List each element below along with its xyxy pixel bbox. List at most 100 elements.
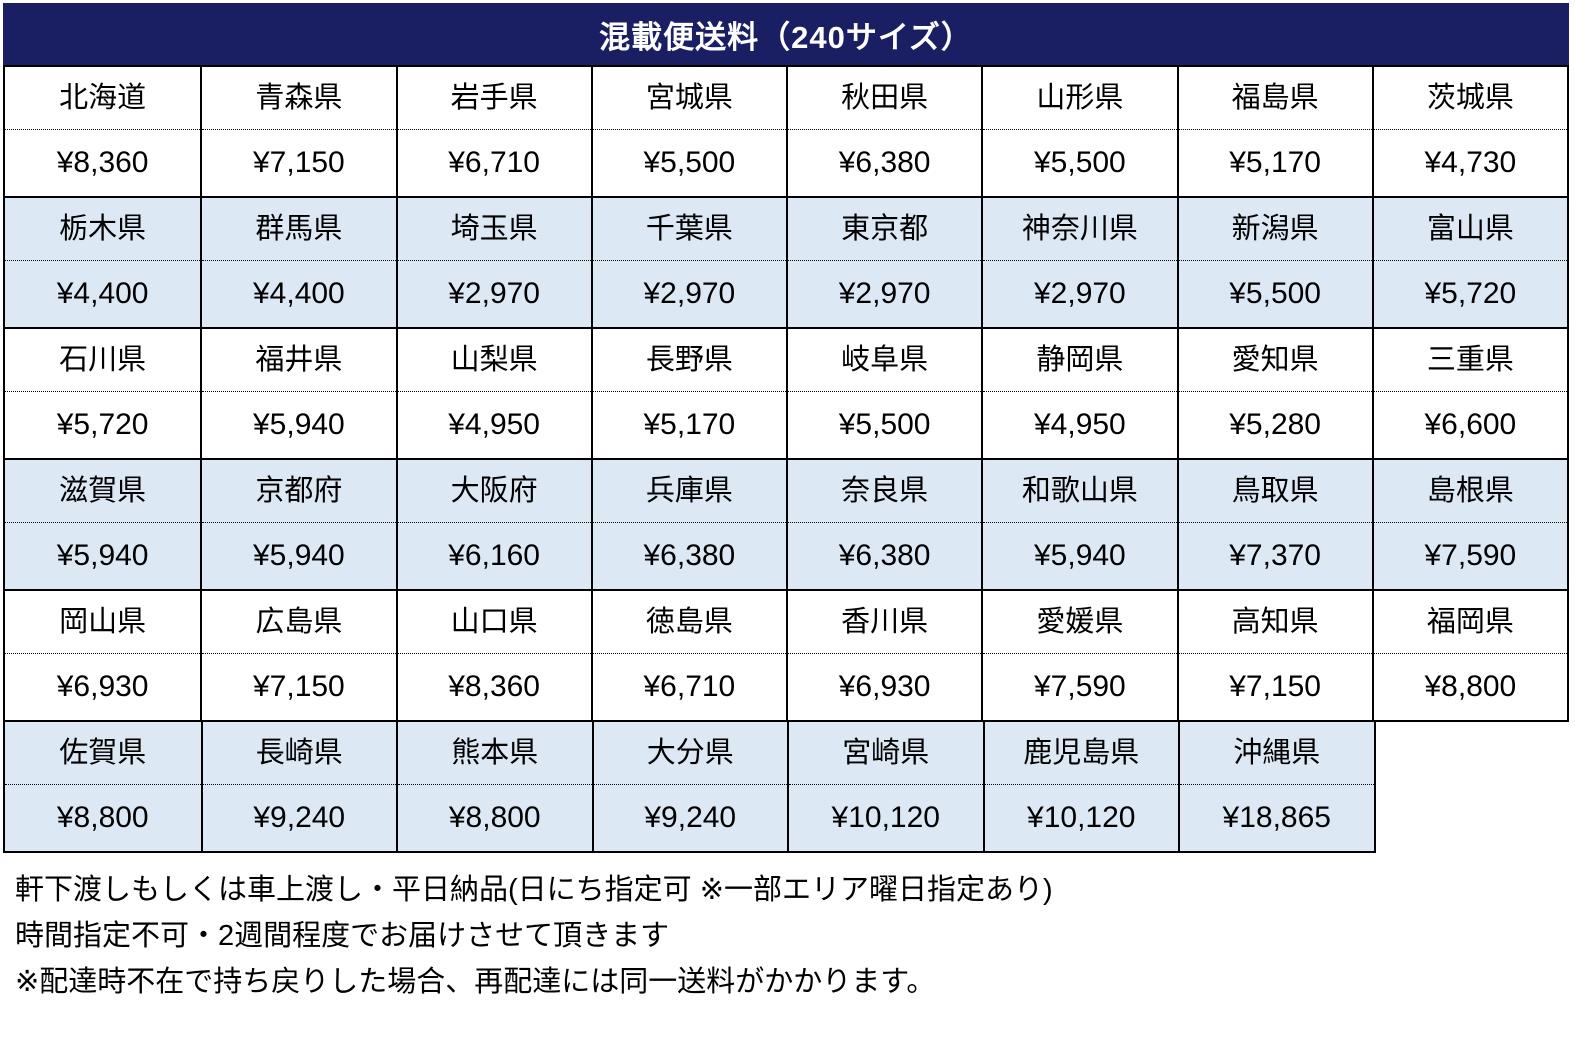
prefecture-fee: ¥5,500	[838, 408, 931, 441]
pref-cell: 北海道 ¥8,360	[5, 67, 201, 196]
pref-cell: 石川県 ¥5,720	[5, 329, 201, 458]
prefecture-fee: ¥6,160	[448, 539, 540, 572]
prefecture-fee: ¥7,370	[1229, 539, 1321, 572]
pref-cell: 山口県 ¥8,360	[395, 591, 591, 720]
prefecture-fee: ¥5,170	[1229, 146, 1321, 179]
pref-cell: 東京都 ¥2,970	[786, 198, 982, 327]
pref-cell: 青森県 ¥7,150	[200, 67, 396, 196]
prefecture-name: 滋賀県	[5, 460, 201, 523]
prefecture-name: 福島県	[1178, 67, 1372, 130]
pref-cell: 佐賀県 ¥8,800	[5, 722, 201, 853]
pref-cell: 鹿児島県 ¥10,120	[982, 722, 1178, 853]
prefecture-name: 福岡県	[1373, 591, 1567, 654]
prefecture-name: 栃木県	[5, 198, 201, 261]
pref-cell: 神奈川県 ¥2,970	[981, 198, 1177, 327]
prefecture-fee: ¥4,950	[1033, 408, 1126, 441]
note-line-1: 軒下渡しもしくは車上渡し・平日納品(日にち指定可 ※一部エリア曜日指定あり)	[15, 874, 1053, 906]
pref-cell: 山梨県 ¥4,950	[395, 329, 591, 458]
prefecture-fee: ¥5,940	[56, 539, 149, 572]
prefecture-fee: ¥6,380	[643, 539, 736, 572]
pref-cell: 静岡県 ¥4,950	[981, 329, 1177, 458]
prefecture-fee: ¥5,720	[56, 408, 149, 441]
prefecture-fee: ¥5,500	[1229, 277, 1321, 310]
pref-cell: 宮崎県 ¥10,120	[787, 722, 983, 853]
prefecture-fee: ¥10,120	[1027, 801, 1136, 834]
prefecture-fee: ¥10,120	[831, 801, 940, 834]
pref-cell: 香川県 ¥6,930	[786, 591, 982, 720]
pref-cell: 栃木県 ¥4,400	[5, 198, 201, 327]
prefecture-name: 広島県	[202, 591, 396, 654]
pref-cell: 埼玉県 ¥2,970	[395, 198, 591, 327]
pref-cell: 福岡県 ¥8,800	[1371, 591, 1567, 720]
prefecture-fee: ¥6,710	[448, 146, 540, 179]
prefecture-name: 長野県	[592, 329, 786, 392]
shipping-fee-sheet: 混載便送料（240サイズ） 北海道 ¥8,360 青森県 ¥7,150 岩手県 ¥6,…	[3, 3, 1569, 998]
pref-cell: 大分県 ¥9,240	[591, 722, 787, 853]
prefecture-name: 沖縄県	[1180, 722, 1374, 785]
fee-band-5: 岡山県 ¥6,930 広島県 ¥7,150 山口県 ¥8,360 徳島県 ¥6,710 …	[3, 589, 1569, 720]
prefecture-name: 青森県	[202, 67, 396, 130]
page-title: 混載便送料（240サイズ）	[599, 19, 973, 55]
prefecture-name: 神奈川県	[983, 198, 1177, 261]
pref-cell: 富山県 ¥5,720	[1371, 198, 1567, 327]
prefecture-name: 富山県	[1373, 198, 1567, 261]
prefecture-fee: ¥5,500	[1033, 146, 1126, 179]
pref-cell: 福井県 ¥5,940	[200, 329, 396, 458]
prefecture-name: 静岡県	[983, 329, 1177, 392]
prefecture-name: 熊本県	[398, 722, 592, 785]
fee-band-4: 滋賀県 ¥5,940 京都府 ¥5,940 大阪府 ¥6,160 兵庫県 ¥6,380 …	[3, 458, 1569, 589]
pref-cell: 徳島県 ¥6,710	[590, 591, 786, 720]
pref-cell: 長野県 ¥5,170	[590, 329, 786, 458]
prefecture-fee: ¥5,940	[252, 408, 345, 441]
pref-cell: 岩手県 ¥6,710	[395, 67, 591, 196]
prefecture-fee: ¥5,500	[643, 146, 736, 179]
pref-cell: 愛知県 ¥5,280	[1176, 329, 1372, 458]
prefecture-fee: ¥6,710	[643, 670, 736, 703]
prefecture-fee: ¥6,380	[838, 146, 931, 179]
prefecture-fee: ¥6,380	[838, 539, 931, 572]
shipping-fee-table: 北海道 ¥8,360 青森県 ¥7,150 岩手県 ¥6,710 宮城県 ¥5,500 …	[3, 65, 1569, 853]
prefecture-fee: ¥9,240	[253, 801, 346, 834]
prefecture-fee: ¥7,150	[252, 670, 345, 703]
prefecture-name: 石川県	[5, 329, 201, 392]
pref-cell: 宮城県 ¥5,500	[590, 67, 786, 196]
prefecture-name: 秋田県	[788, 67, 982, 130]
prefecture-fee: ¥6,930	[56, 670, 149, 703]
prefecture-fee: ¥8,800	[1424, 670, 1517, 703]
prefecture-fee: ¥5,940	[252, 539, 345, 572]
pref-cell: 奈良県 ¥6,380	[786, 460, 982, 589]
pref-cell: 長崎県 ¥9,240	[200, 722, 396, 853]
prefecture-name: 和歌山県	[983, 460, 1177, 523]
prefecture-fee: ¥7,150	[1229, 670, 1321, 703]
prefecture-fee: ¥7,150	[252, 146, 345, 179]
pref-cell: 鳥取県 ¥7,370	[1176, 460, 1372, 589]
prefecture-name: 鹿児島県	[984, 722, 1178, 785]
prefecture-fee: ¥7,590	[1424, 539, 1517, 572]
prefecture-fee: ¥8,360	[448, 670, 540, 703]
prefecture-fee: ¥5,170	[643, 408, 736, 441]
prefecture-fee: ¥2,970	[838, 277, 931, 310]
pref-cell: 兵庫県 ¥6,380	[590, 460, 786, 589]
pref-cell: 千葉県 ¥2,970	[590, 198, 786, 327]
prefecture-name: 宮崎県	[789, 722, 983, 785]
prefecture-fee: ¥5,280	[1229, 408, 1321, 441]
pref-cell: 島根県 ¥7,590	[1371, 460, 1567, 589]
note-line-2: 時間指定不可・2週間程度でお届けさせて頂きます	[15, 920, 670, 952]
prefecture-name: 兵庫県	[592, 460, 786, 523]
prefecture-name: 岩手県	[397, 67, 591, 130]
prefecture-fee: ¥8,800	[448, 801, 541, 834]
pref-cell: 熊本県 ¥8,800	[396, 722, 592, 853]
pref-cell: 滋賀県 ¥5,940	[5, 460, 201, 589]
pref-cell: 京都府 ¥5,940	[200, 460, 396, 589]
pref-cell: 山形県 ¥5,500	[981, 67, 1177, 196]
prefecture-fee: ¥4,730	[1424, 146, 1517, 179]
pref-cell: 岡山県 ¥6,930	[5, 591, 201, 720]
pref-cell: 愛媛県 ¥7,590	[981, 591, 1177, 720]
prefecture-name: 鳥取県	[1178, 460, 1372, 523]
fee-band-2: 栃木県 ¥4,400 群馬県 ¥4,400 埼玉県 ¥2,970 千葉県 ¥2,970 …	[3, 196, 1569, 327]
prefecture-name: 福井県	[202, 329, 396, 392]
prefecture-name: 愛媛県	[983, 591, 1177, 654]
prefecture-fee: ¥9,240	[644, 801, 737, 834]
prefecture-name: 山形県	[983, 67, 1177, 130]
prefecture-fee: ¥2,970	[448, 277, 540, 310]
